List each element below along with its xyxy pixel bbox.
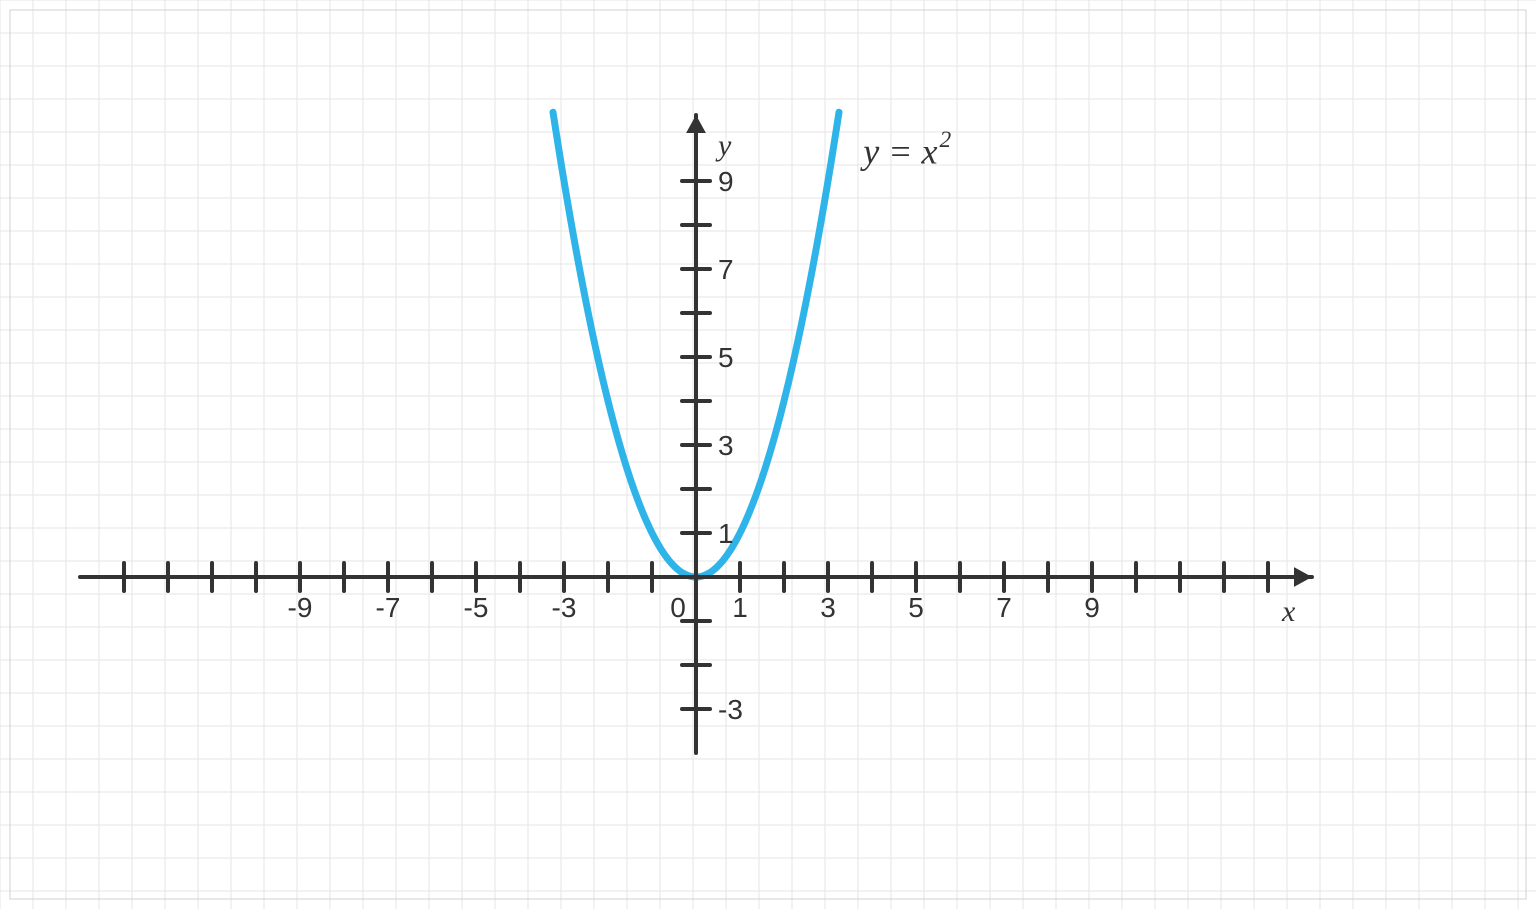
x-tick-label: -9 xyxy=(288,592,313,623)
x-tick-label: -5 xyxy=(464,592,489,623)
x-tick-label: 1 xyxy=(732,592,748,623)
y-tick-label: 9 xyxy=(718,166,734,197)
x-tick-label: -3 xyxy=(552,592,577,623)
y-tick-label: -3 xyxy=(718,694,743,725)
y-tick-label: 3 xyxy=(718,430,734,461)
x-tick-label: 9 xyxy=(1084,592,1100,623)
y-axis-label: y xyxy=(715,129,732,162)
y-tick-label: 5 xyxy=(718,342,734,373)
y-tick-label: 7 xyxy=(718,254,734,285)
x-axis-label: x xyxy=(1281,595,1296,628)
parabola-chart: -9-7-5-3135790-313579xyy = x2 xyxy=(0,0,1536,909)
y-tick-label: 1 xyxy=(718,518,734,549)
x-tick-label: 3 xyxy=(820,592,836,623)
chart-container: -9-7-5-3135790-313579xyy = x2 xyxy=(0,0,1536,909)
x-tick-label: -7 xyxy=(376,592,401,623)
x-tick-label: 5 xyxy=(908,592,924,623)
x-tick-label: 7 xyxy=(996,592,1012,623)
origin-label: 0 xyxy=(670,592,686,623)
